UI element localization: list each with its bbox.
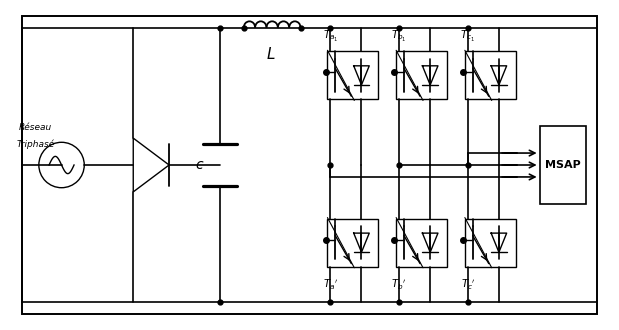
Text: c: c <box>195 158 203 172</box>
Text: $T_{c_{1}}$: $T_{c_{1}}$ <box>461 29 475 44</box>
Bar <box>396 219 447 267</box>
Text: $T_{b}$$'$: $T_{b}$$'$ <box>391 277 407 291</box>
Bar <box>396 51 447 99</box>
Text: $T_{a}$$'$: $T_{a}$$'$ <box>323 277 338 291</box>
Text: $T_{b_{1}}$: $T_{b_{1}}$ <box>391 29 407 44</box>
Bar <box>327 51 378 99</box>
Text: Réseau: Réseau <box>19 123 53 132</box>
Text: MSAP: MSAP <box>545 160 581 170</box>
Text: L: L <box>266 47 275 62</box>
Bar <box>465 51 516 99</box>
Bar <box>540 126 586 204</box>
Bar <box>327 219 378 267</box>
Text: Triphasé: Triphasé <box>17 139 55 149</box>
Text: $T_{a_{1}}$: $T_{a_{1}}$ <box>322 29 338 44</box>
Bar <box>465 219 516 267</box>
Text: $T_{c}$$'$: $T_{c}$$'$ <box>461 277 475 291</box>
